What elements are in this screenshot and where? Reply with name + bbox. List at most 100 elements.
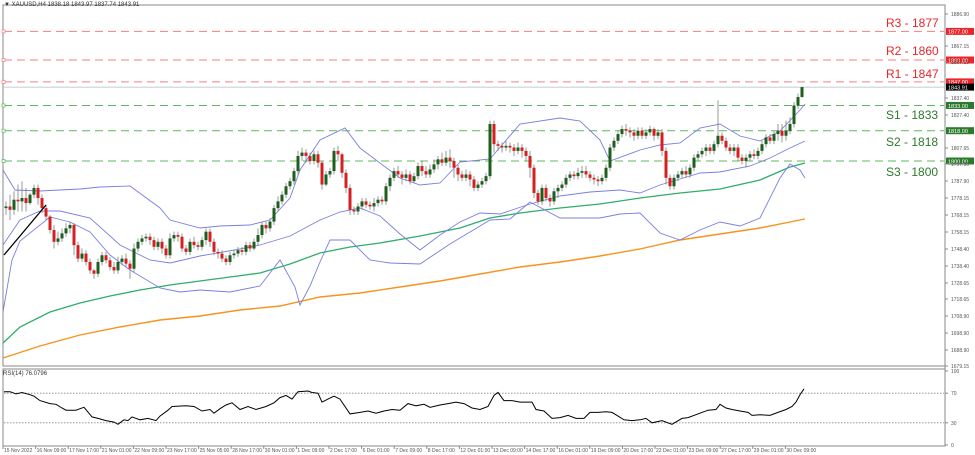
bear-candle (16, 199, 20, 202)
s1-label: S1 - 1833 (886, 108, 939, 122)
bull-candle (416, 166, 420, 177)
bear-candle (336, 150, 340, 155)
bull-candle (80, 253, 84, 259)
bear-candle (684, 171, 688, 175)
bull-candle (564, 177, 568, 185)
bear-candle (104, 255, 108, 261)
svg-text:8 Dec 17:00: 8 Dec 17:00 (428, 448, 455, 454)
bear-candle (108, 260, 112, 268)
bull-candle (276, 201, 280, 209)
bull-candle (556, 187, 560, 192)
bear-candle (36, 187, 40, 199)
rsi-label: RSI(14) 76.0796 (3, 371, 48, 377)
bull-candle (252, 241, 256, 249)
bull-candle (144, 236, 148, 239)
time-axis: 15 Nov 2022 16 Nov 09:00 17 Nov 17:00 21 No… (2, 446, 816, 454)
bull-candle (188, 241, 192, 252)
bear-candle (448, 157, 452, 161)
svg-text:1728.65: 1728.65 (951, 281, 969, 287)
bull-candle (516, 147, 520, 151)
r2-label: R2 - 1860 (886, 44, 939, 58)
bull-candle (200, 240, 204, 247)
bull-candle (136, 241, 140, 249)
svg-text:1718.65: 1718.65 (951, 297, 969, 303)
bear-candle (736, 147, 740, 158)
bull-candle (764, 137, 768, 145)
bear-candle (720, 135, 724, 141)
bear-candle (208, 231, 212, 242)
bull-candle (644, 132, 648, 136)
bear-candle (240, 250, 244, 252)
bull-candle (232, 253, 236, 256)
bear-candle (308, 155, 312, 161)
bull-candle (436, 159, 440, 165)
bull-candle (504, 145, 508, 148)
s3-label: S3 - 1800 (886, 165, 939, 179)
svg-text:20 Dec 17:00: 20 Dec 17:00 (623, 448, 653, 454)
level-price-tag (946, 157, 974, 165)
bear-candle (652, 129, 656, 136)
svg-text:23 Dec 09:00: 23 Dec 09:00 (689, 448, 719, 454)
moving-averages (2, 162, 806, 359)
bull-candle (716, 135, 720, 145)
bear-candle (536, 192, 540, 202)
bear-candle (592, 177, 596, 180)
svg-text:70: 70 (951, 391, 957, 397)
svg-text:1857.15: 1857.15 (951, 60, 969, 66)
rsi-indicator: 100 70 30 0 (4, 369, 960, 449)
bull-candle (676, 174, 680, 178)
bull-candle (256, 235, 260, 242)
bear-candle (380, 199, 384, 202)
bull-candle (552, 191, 556, 202)
bear-candle (224, 258, 228, 262)
bear-candle (472, 179, 476, 188)
svg-text:27 Dec 17:00: 27 Dec 17:00 (721, 448, 751, 454)
bull-candle (412, 176, 416, 182)
level-price-tag (946, 127, 974, 135)
rsi-panel-frame (2, 368, 946, 447)
svg-text:30: 30 (951, 421, 957, 427)
bear-candle (632, 132, 636, 136)
bull-candle (296, 155, 300, 172)
bear-candle (768, 137, 772, 141)
bull-candle (620, 129, 624, 135)
bear-candle (364, 201, 368, 205)
ohlc-values: 1838.18 1843.97 1837.74 1843.91 (47, 2, 140, 8)
collapse-triangle-icon[interactable]: ▼ (4, 2, 10, 8)
bb-middle (2, 140, 806, 264)
bear-candle (400, 174, 404, 178)
svg-text:14 Dec 17:00: 14 Dec 17:00 (526, 448, 556, 454)
bear-candle (740, 157, 744, 161)
bear-candle (528, 155, 532, 168)
bull-candle (788, 123, 792, 131)
bear-candle (124, 258, 128, 264)
svg-text:19 Dec 09:00: 19 Dec 09:00 (591, 448, 621, 454)
candlesticks (4, 86, 804, 279)
bull-candle (96, 261, 100, 274)
bull-candle (796, 97, 800, 106)
trendline[interactable] (3, 204, 47, 256)
bull-candle (288, 181, 292, 187)
bull-candle (784, 130, 788, 136)
symbol-timeframe: XAUUSD,H4 (11, 2, 46, 8)
bull-candle (28, 194, 32, 204)
bull-candle (204, 231, 208, 241)
svg-text:28 Nov 17:00: 28 Nov 17:00 (232, 448, 262, 454)
bear-candle (452, 161, 456, 168)
bollinger-bands (2, 103, 806, 313)
svg-text:1886.90: 1886.90 (951, 12, 969, 18)
bear-candle (468, 174, 472, 180)
bb-lower (2, 163, 806, 313)
bull-candle (392, 171, 396, 178)
bull-candle (68, 224, 72, 229)
bull-candle (772, 134, 776, 141)
bear-candle (664, 150, 668, 178)
bear-candle (668, 177, 672, 187)
bull-candle (560, 184, 564, 188)
bear-candle (164, 248, 168, 256)
bull-candle (404, 174, 408, 178)
svg-text:1877.00: 1877.00 (948, 30, 968, 36)
bear-candle (512, 147, 516, 151)
bear-candle (264, 224, 268, 229)
